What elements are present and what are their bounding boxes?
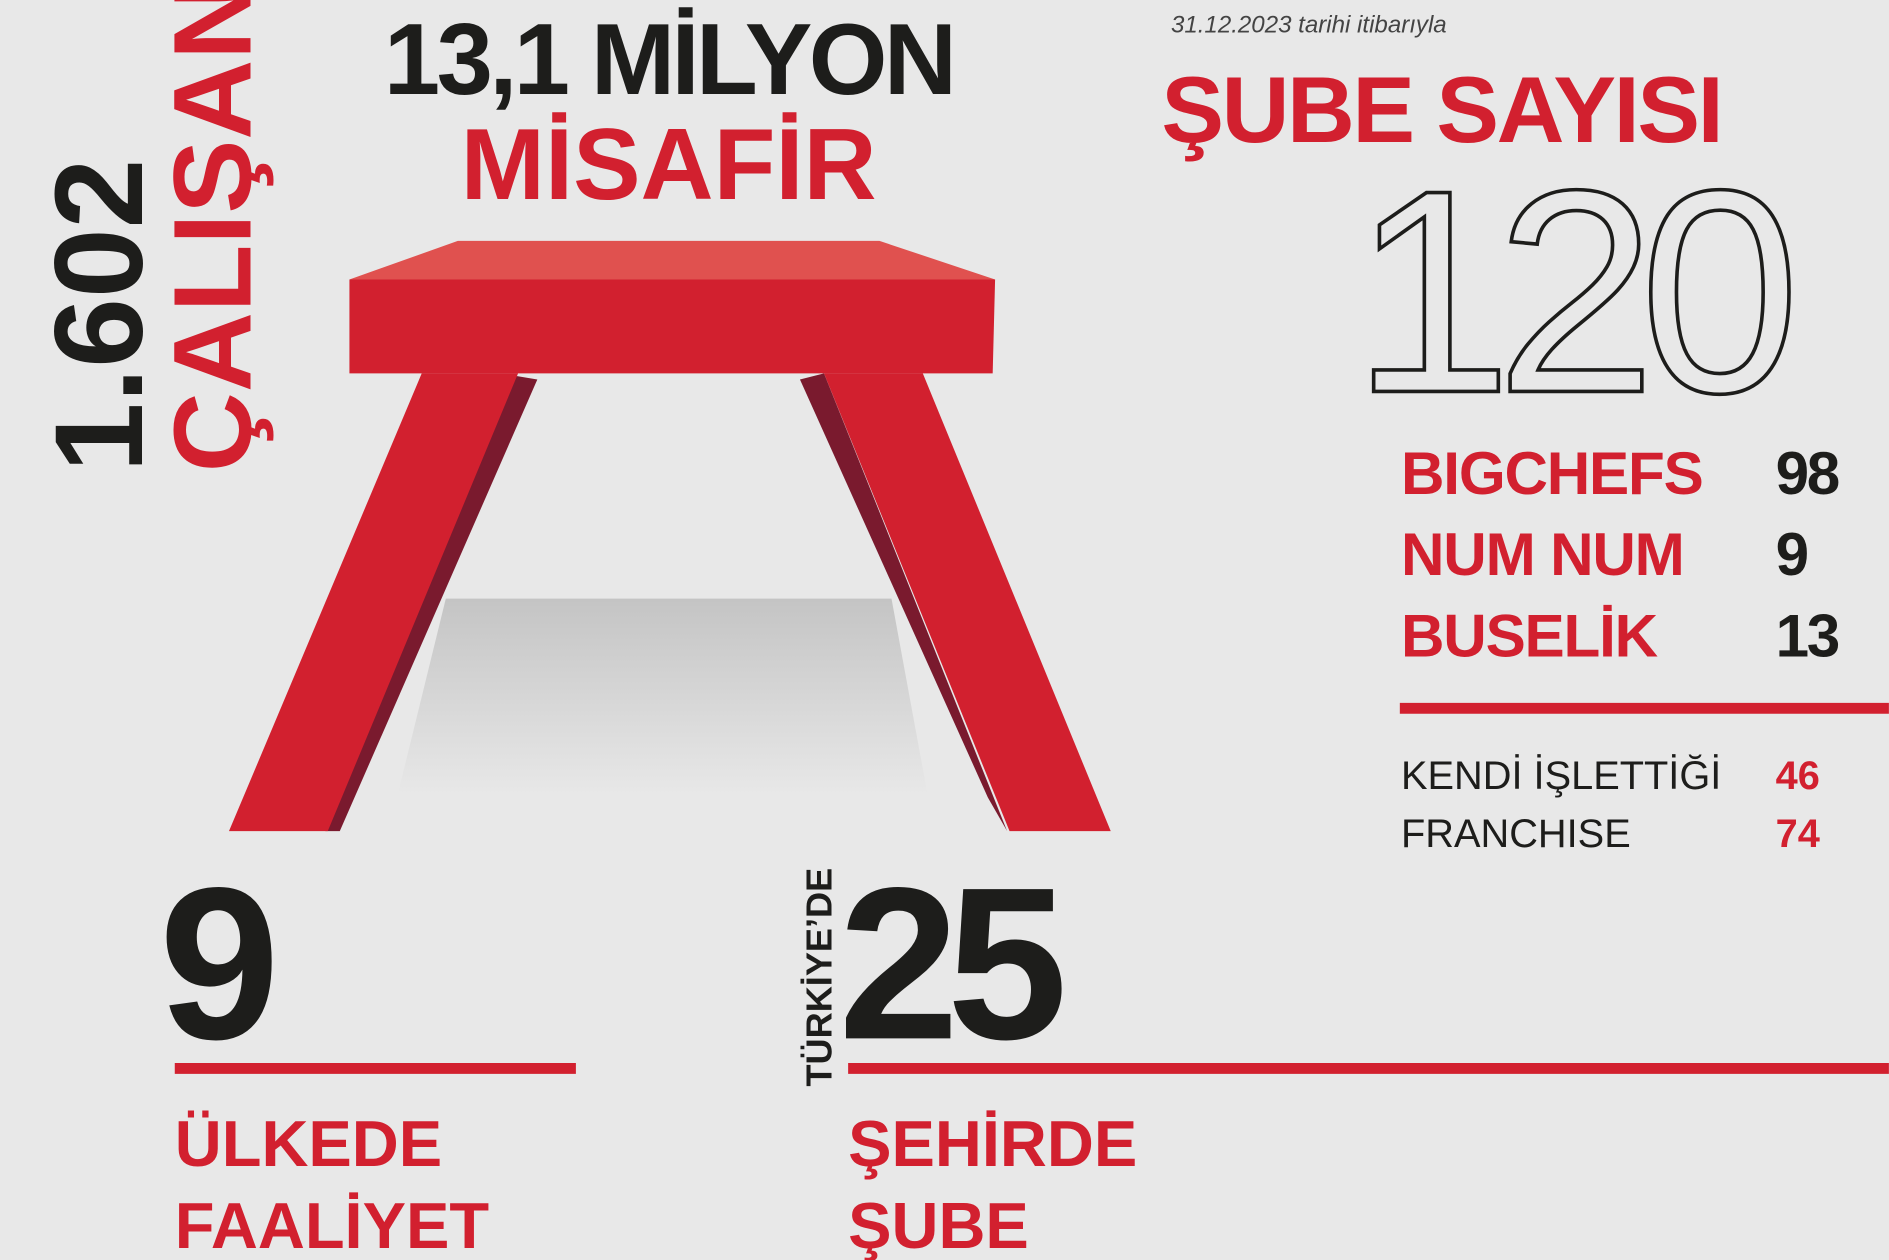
brand-name: BIGCHEFS — [1401, 439, 1703, 507]
branches-total: 120 — [1352, 130, 1793, 453]
countries-value: 9 — [159, 842, 280, 1084]
guests-value: 13,1 MİLYON — [384, 3, 953, 116]
brand-count: 98 — [1776, 439, 1839, 507]
cities-line: ŞUBE — [848, 1189, 1029, 1260]
brand-count: 9 — [1776, 520, 1808, 588]
countries-line: FAALİYET — [175, 1189, 490, 1260]
ownership-name: KENDİ İŞLETTİĞİ — [1401, 753, 1721, 798]
ownership-name: FRANCHISE — [1401, 812, 1631, 856]
date-note: 31.12.2023 tarihi itibarıyla — [1171, 12, 1447, 39]
brand-name: BUSELİK — [1401, 602, 1658, 670]
cities-line: ŞEHİRDE — [848, 1107, 1137, 1180]
cities-prefix: TÜRKİYE’DE — [798, 868, 839, 1087]
ownership-count: 74 — [1776, 812, 1820, 856]
countries-line: ÜLKEDE — [175, 1107, 442, 1180]
table-front — [349, 279, 995, 373]
shadow — [398, 599, 928, 795]
infographic: 1.602 ÇALIŞAN 13,1 MİLYON MİSAFİR 31.12.… — [0, 0, 1889, 1260]
guests-label: MİSAFİR — [461, 108, 877, 221]
brand-count: 13 — [1776, 602, 1839, 670]
ownership-count: 46 — [1776, 754, 1820, 798]
brand-name: NUM NUM — [1401, 520, 1684, 588]
employees-label: ÇALIŞAN — [152, 0, 275, 472]
cities-value: 25 — [838, 842, 1062, 1084]
employees-value: 1.602 — [29, 159, 169, 472]
